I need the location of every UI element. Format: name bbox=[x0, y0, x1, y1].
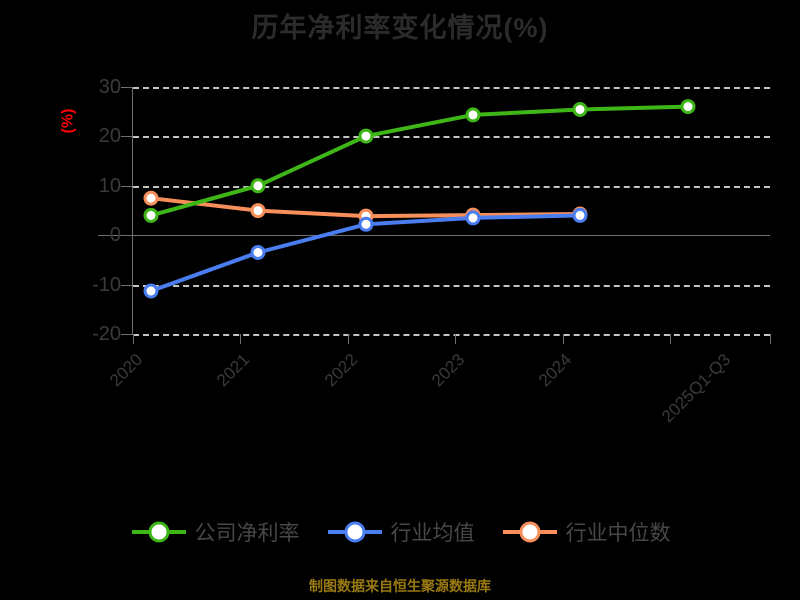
page-title: 历年净利率变化情况(%) bbox=[251, 13, 549, 43]
gridline-10 bbox=[133, 185, 770, 188]
plot-area bbox=[98, 87, 771, 344]
gridline-30 bbox=[133, 87, 770, 89]
y-tick-minus10 bbox=[121, 284, 133, 286]
x-tick-2022 bbox=[347, 334, 349, 344]
legend-marker-blue-icon bbox=[327, 521, 382, 543]
markers-industry-mean bbox=[143, 207, 588, 299]
y-tick-20 bbox=[121, 136, 133, 138]
y-tick-label-minus20: -20 bbox=[92, 323, 121, 345]
legend-marker-orange-icon bbox=[502, 521, 557, 543]
source-footer: 制图数据来自恒生聚源数据库 bbox=[309, 578, 491, 594]
y-tick-label-minus10: -10 bbox=[92, 274, 121, 296]
line-company-margin bbox=[149, 104, 690, 218]
y-tick-label-30: 30 bbox=[98, 76, 121, 98]
y-tick-0 bbox=[121, 235, 133, 237]
y-tick-label-10: 10 bbox=[98, 175, 121, 197]
x-tick-2025q1q3 bbox=[670, 334, 671, 344]
y-axis-spine bbox=[132, 87, 133, 334]
legend-item-company-margin[interactable]: 公司净利率 bbox=[130, 517, 300, 547]
legend-marker-green-icon bbox=[131, 521, 186, 543]
x-tick-label-2024: 2024 bbox=[535, 350, 576, 391]
x-tick-label-2022: 2022 bbox=[321, 350, 362, 391]
legend-label-company-margin: 公司净利率 bbox=[194, 522, 300, 545]
zero-line bbox=[98, 235, 770, 237]
x-tick-2024 bbox=[562, 334, 564, 344]
x-tick-2020 bbox=[133, 334, 134, 344]
legend-label-industry-mean: 行业均值 bbox=[390, 522, 475, 545]
gridline-minus10 bbox=[133, 284, 770, 287]
series-layer bbox=[143, 99, 696, 299]
gridline-20 bbox=[133, 136, 770, 139]
legend: 公司净利率 行业均值 行业中位数 bbox=[0, 517, 800, 547]
y-tick-10 bbox=[121, 185, 133, 187]
legend-item-industry-median[interactable]: 行业中位数 bbox=[501, 517, 671, 547]
y-tick-minus20 bbox=[121, 334, 133, 335]
x-tick-label-2021: 2021 bbox=[213, 350, 254, 391]
x-tick-2021 bbox=[240, 334, 242, 344]
x-tick-2023 bbox=[455, 334, 457, 344]
x-tick-label-2023: 2023 bbox=[428, 350, 469, 391]
gridline-minus20 bbox=[133, 334, 770, 336]
x-tick-label-2025q1q3: 2025Q1-Q3 bbox=[658, 350, 735, 427]
markers-company-margin bbox=[143, 99, 696, 223]
y-tick-label-0: 0 bbox=[109, 224, 121, 246]
y-tick-label-20: 20 bbox=[98, 125, 121, 147]
y-tick-30 bbox=[121, 87, 133, 88]
x-tick-end bbox=[770, 334, 771, 344]
legend-item-industry-mean[interactable]: 行业均值 bbox=[326, 517, 475, 547]
x-tick-label-2020: 2020 bbox=[106, 350, 147, 391]
legend-label-industry-median: 行业中位数 bbox=[565, 522, 671, 545]
